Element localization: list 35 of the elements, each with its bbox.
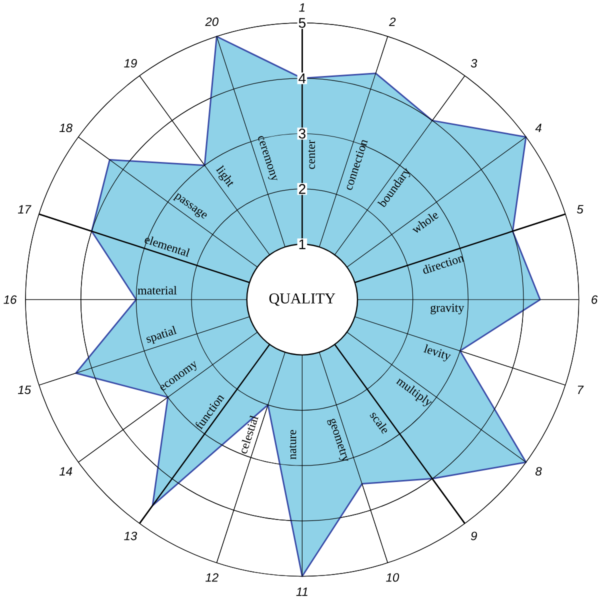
spoke-label: 5 xyxy=(576,205,584,214)
spoke-label: 4 xyxy=(535,124,542,132)
spoke-label: 17 xyxy=(18,205,32,214)
spoke-label: 18 xyxy=(59,124,72,132)
y-tick-label: 4 xyxy=(298,73,306,84)
text: center xyxy=(308,140,316,169)
spoke-label: 12 xyxy=(206,573,218,582)
spoke-label: 14 xyxy=(59,467,72,476)
spoke-label: 20 xyxy=(205,17,218,26)
spoke-label: 7 xyxy=(578,386,584,394)
y-tick-label: 5 xyxy=(298,18,306,28)
spoke-label: 19 xyxy=(124,58,137,68)
spoke-label: 11 xyxy=(296,588,308,596)
text: direction xyxy=(423,256,464,274)
text: ceremony xyxy=(258,136,278,180)
text: nature xyxy=(289,430,296,460)
spoke-label: 16 xyxy=(4,295,17,304)
text: spatial xyxy=(146,326,177,344)
text: gravity xyxy=(430,304,464,314)
y-tick-label: 2 xyxy=(298,184,306,194)
y-tick-label: 3 xyxy=(298,128,306,138)
spoke-label: 2 xyxy=(389,17,396,26)
spoke-label: 10 xyxy=(386,573,400,582)
y-tick-label: 1 xyxy=(299,239,306,249)
text: material xyxy=(138,286,177,294)
text: QUALITY xyxy=(269,293,336,306)
spoke-label: 9 xyxy=(470,532,477,540)
spoke-label: 13 xyxy=(124,532,138,540)
spoke-label: 3 xyxy=(470,58,478,68)
spoke-label: 15 xyxy=(18,386,32,394)
text: whole xyxy=(412,213,439,232)
text: celestial xyxy=(242,416,258,454)
text: levity xyxy=(423,344,451,362)
spoke-label: 8 xyxy=(535,466,542,476)
spoke-label: 6 xyxy=(592,295,598,304)
